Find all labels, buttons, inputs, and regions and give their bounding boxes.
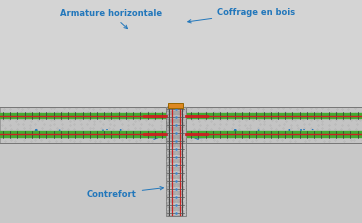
Text: Coffrage en bois: Coffrage en bois bbox=[188, 8, 295, 23]
Text: Armatures verticales: Armatures verticales bbox=[33, 129, 157, 140]
Bar bbox=[165, 107, 185, 143]
Bar bbox=[0, 0, 362, 107]
Bar bbox=[168, 154, 183, 160]
Bar bbox=[168, 122, 183, 128]
Bar bbox=[168, 130, 183, 136]
Bar bbox=[168, 202, 183, 208]
Bar bbox=[165, 107, 185, 216]
Bar bbox=[168, 170, 183, 176]
Text: Armatures de liaison: Armatures de liaison bbox=[195, 129, 331, 140]
Bar bbox=[168, 138, 183, 144]
Bar bbox=[0, 107, 362, 143]
Bar bbox=[168, 162, 183, 168]
Bar bbox=[168, 114, 183, 120]
Text: Armature horizontale: Armature horizontale bbox=[60, 9, 162, 29]
Bar bbox=[168, 106, 183, 112]
Bar bbox=[168, 210, 183, 216]
Bar bbox=[168, 178, 183, 184]
Text: Contrefort: Contrefort bbox=[87, 186, 163, 198]
Bar bbox=[168, 103, 183, 108]
Bar bbox=[168, 186, 183, 192]
Bar bbox=[168, 194, 183, 200]
Bar bbox=[0, 143, 362, 223]
Bar bbox=[168, 146, 183, 152]
